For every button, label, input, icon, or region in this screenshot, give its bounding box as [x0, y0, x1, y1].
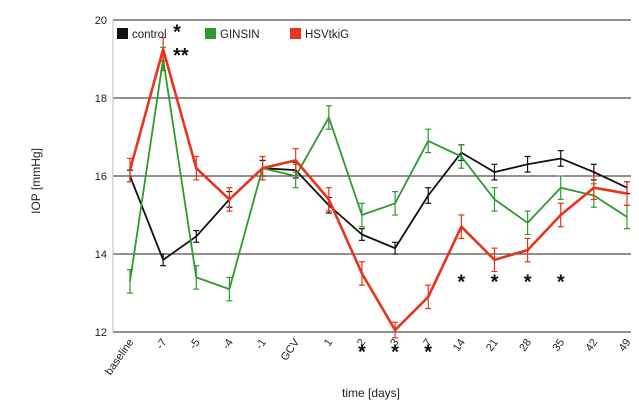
legend-label: HSVtkiG — [305, 29, 349, 41]
series-control — [127, 144, 630, 267]
gridlines — [112, 19, 631, 333]
x-tick-label: -5 — [187, 337, 202, 352]
x-tick-label: GCV — [279, 336, 303, 363]
significance-marker: * — [491, 271, 499, 293]
y-tick-label: 16 — [95, 171, 107, 183]
significance-marker: * — [358, 342, 366, 364]
significance-marker: * — [557, 271, 565, 293]
x-tick-label: 21 — [484, 337, 501, 354]
legend-label: GINSIN — [220, 29, 260, 41]
x-tick-label: 42 — [583, 337, 600, 354]
legend-swatch — [290, 28, 301, 39]
significance-marker: * — [524, 271, 532, 293]
y-tick-labels: 12 14 16 18 20 — [95, 15, 107, 339]
legend-swatch — [117, 28, 128, 39]
x-tick-label: 35 — [550, 337, 567, 354]
x-tick-label: 14 — [451, 337, 468, 354]
series-line — [129, 58, 628, 291]
significance-marker: * — [424, 342, 432, 364]
x-axis-title: time [days] — [342, 386, 400, 400]
y-tick-label: 12 — [95, 327, 107, 339]
data-series — [127, 36, 630, 339]
series-ginsin — [127, 46, 630, 302]
x-tick-label: -7 — [154, 337, 169, 352]
x-tick-label: 49 — [617, 337, 634, 354]
significance-marker: ** — [173, 45, 189, 67]
x-tick-label: 7 — [421, 337, 434, 349]
x-tick-label: 28 — [517, 337, 534, 354]
x-tick-label: 1 — [322, 337, 335, 349]
x-tick-labels: baseline -7 -5 -4 -1 GCV 1 2 3 7 14 21 28 35 42 49 — [103, 336, 633, 377]
significance-marker: * — [457, 271, 465, 293]
x-tick-label: -1 — [254, 337, 269, 352]
x-tick-label: baseline — [103, 337, 136, 377]
legend: control GINSIN HSVtkiG — [117, 28, 349, 41]
series-line — [129, 151, 628, 261]
series-line — [128, 47, 628, 332]
y-tick-label: 20 — [95, 15, 107, 27]
significance-marker: * — [173, 22, 181, 44]
x-tick-label: -4 — [220, 337, 235, 352]
y-tick-label: 14 — [95, 249, 107, 261]
significance-marker: * — [391, 342, 399, 364]
y-axis-title: IOP [mmHg] — [29, 148, 43, 214]
legend-swatch — [205, 28, 216, 39]
x-tick-label: 2 — [355, 337, 368, 349]
significance-annotations: **** * ** * * * — [173, 22, 565, 364]
series-hsvtkig — [127, 36, 630, 339]
y-tick-label: 18 — [95, 93, 107, 105]
x-tick-label: 3 — [388, 337, 401, 349]
legend-label: control — [132, 29, 167, 41]
